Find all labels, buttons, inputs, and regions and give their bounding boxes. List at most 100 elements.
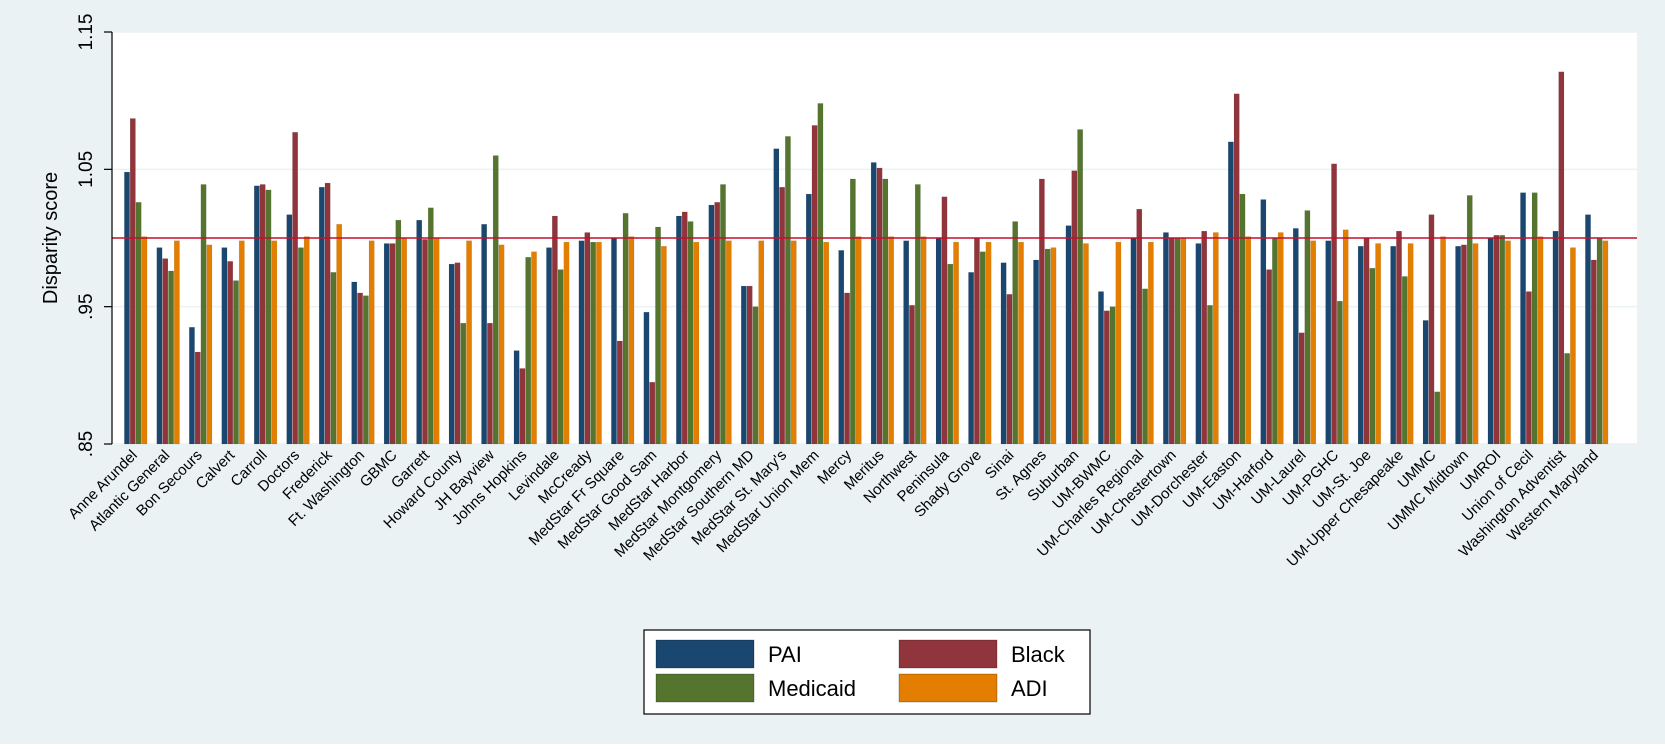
legend-label-medicaid: Medicaid	[768, 676, 856, 701]
bar-black	[1428, 214, 1435, 445]
bar-medicaid	[1142, 288, 1148, 445]
bar-black	[1168, 237, 1175, 445]
bar-medicaid	[330, 272, 337, 445]
bar-black	[519, 368, 526, 445]
bar-pai	[124, 171, 130, 445]
bar-black	[1590, 259, 1597, 445]
bar-medicaid	[817, 103, 824, 445]
bar-adi	[303, 236, 310, 445]
legend-label-black: Black	[1011, 642, 1066, 667]
bar-pai	[416, 219, 423, 445]
bar-black	[1461, 244, 1467, 445]
bar-pai	[805, 193, 812, 445]
bar-black	[1103, 310, 1110, 445]
bar-medicaid	[979, 251, 986, 445]
bar-pai	[708, 204, 715, 445]
bar-black	[1071, 170, 1078, 445]
bar-medicaid	[850, 178, 856, 445]
bar-adi	[433, 237, 440, 445]
bar-pai	[578, 240, 585, 445]
bar-pai	[1260, 199, 1267, 445]
bar-pai	[1065, 225, 1072, 445]
bar-medicaid	[395, 219, 402, 445]
bar-adi	[855, 236, 862, 445]
bar-pai	[870, 162, 877, 445]
bar-adi	[1310, 240, 1317, 445]
bar-pai	[935, 237, 942, 445]
bar-adi	[1375, 243, 1381, 445]
bar-black	[1233, 93, 1240, 445]
bar-black	[649, 382, 656, 445]
bar-black	[1396, 230, 1402, 445]
bar-pai	[189, 327, 195, 445]
bar-medicaid	[298, 247, 304, 445]
bar-pai	[643, 311, 650, 445]
bar-medicaid	[525, 257, 532, 445]
bar-black	[1039, 178, 1045, 445]
bar-pai	[1130, 237, 1137, 445]
bar-black	[876, 167, 883, 445]
legend: PAI Black Medicaid ADI	[643, 629, 1091, 715]
bar-pai	[773, 148, 780, 445]
bar-black	[552, 215, 558, 445]
bar-pai	[481, 224, 487, 445]
bar-adi	[1148, 241, 1154, 445]
bar-medicaid	[200, 184, 207, 445]
bar-medicaid	[752, 306, 759, 445]
bar-medicaid	[1207, 305, 1213, 445]
bar-adi	[174, 240, 180, 445]
bar-black	[1201, 230, 1208, 445]
bar-adi	[1537, 236, 1544, 445]
bar-pai	[676, 215, 682, 445]
bar-adi	[596, 241, 602, 445]
bar-pai	[383, 243, 390, 445]
bar-medicaid	[1369, 268, 1376, 445]
bar-pai	[156, 247, 163, 445]
bar-adi	[725, 240, 732, 445]
bar-black	[584, 232, 591, 445]
bar-pai	[221, 247, 228, 445]
bar-pai	[1292, 228, 1299, 445]
bar-pai	[903, 240, 910, 445]
bar-pai	[1033, 259, 1039, 445]
y-tick-label: 1.15	[76, 14, 97, 51]
y-tick-label: .85	[76, 431, 97, 457]
bar-adi	[271, 240, 278, 445]
bar-medicaid	[882, 178, 889, 445]
bar-black	[616, 340, 623, 445]
bar-pai	[611, 237, 617, 445]
bar-adi	[953, 241, 959, 445]
bar-medicaid	[1272, 237, 1278, 445]
bar-adi	[141, 236, 148, 445]
legend-label-adi: ADI	[1011, 676, 1048, 701]
bar-adi	[1050, 247, 1057, 445]
bar-black	[1363, 237, 1370, 445]
bar-black	[389, 243, 396, 445]
bar-black	[227, 261, 234, 445]
bar-black	[292, 132, 298, 445]
y-tick-label: 1.05	[76, 151, 97, 188]
bar-pai	[741, 285, 747, 445]
bar-pai	[1325, 240, 1332, 445]
bar-adi	[1180, 237, 1187, 445]
bar-medicaid	[590, 241, 596, 445]
bar-pai	[1163, 232, 1169, 445]
bar-medicaid	[1337, 300, 1343, 445]
bar-adi	[206, 244, 213, 445]
bar-pai	[1585, 214, 1591, 445]
bar-adi	[1245, 236, 1252, 445]
bar-pai	[838, 250, 845, 445]
bar-pai	[1228, 141, 1234, 445]
bar-pai	[286, 214, 293, 445]
bar-medicaid	[1012, 221, 1019, 445]
bar-adi	[758, 240, 765, 445]
bar-adi	[790, 240, 797, 445]
bar-pai	[513, 350, 520, 445]
bar-medicaid	[1531, 192, 1538, 445]
bar-black	[909, 305, 915, 445]
bar-medicaid	[460, 322, 467, 445]
bar-adi	[368, 240, 375, 445]
bar-medicaid	[492, 155, 499, 445]
bar-medicaid	[1109, 306, 1116, 445]
